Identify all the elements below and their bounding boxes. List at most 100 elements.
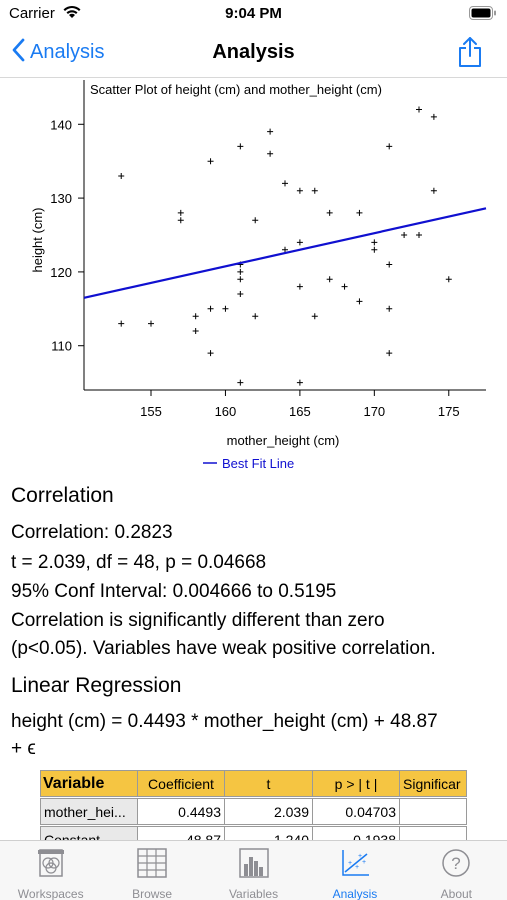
x-tick-label: 175	[438, 404, 460, 419]
tab-bar: Workspaces Browse Variables	[0, 840, 507, 900]
clock: 9:04 PM	[225, 5, 282, 22]
table-cell: mother_hei...	[40, 798, 138, 825]
y-tick-label: 120	[50, 265, 72, 280]
table-cell: Constant	[40, 826, 138, 840]
data-point	[356, 298, 363, 305]
table-row[interactable]: Constant 48.87 1.240 0.1938	[40, 826, 467, 840]
svg-text:+: +	[348, 860, 352, 867]
correlation-ci: 95% Conf Interval: 0.004666 to 0.5195	[11, 581, 337, 602]
workspaces-icon	[36, 848, 66, 883]
data-point	[267, 150, 274, 157]
data-point	[237, 268, 244, 275]
data-point	[326, 209, 333, 216]
back-button[interactable]: Analysis	[12, 38, 104, 67]
share-icon[interactable]	[457, 36, 483, 73]
scatter-icon: + + + +	[340, 848, 370, 883]
tab-label: Browse	[132, 887, 173, 900]
table-cell: 0.4493	[137, 798, 225, 825]
svg-text:?: ?	[452, 854, 461, 873]
table-cell	[399, 798, 467, 825]
correlation-conclusion-line2: (p<0.05). Variables have weak positive c…	[11, 638, 436, 659]
status-bar: Carrier 9:04 PM	[0, 0, 507, 30]
bar-chart-icon	[238, 848, 269, 883]
y-tick-label: 110	[51, 339, 72, 354]
data-point	[237, 143, 244, 150]
data-point	[177, 209, 184, 216]
table-header-row: Variable Coefficient t p > | t | Signifi…	[40, 770, 467, 797]
data-point	[237, 291, 244, 298]
svg-text:+: +	[355, 864, 359, 871]
data-point	[445, 276, 452, 283]
grid-icon	[137, 848, 167, 883]
back-button-label: Analysis	[30, 41, 105, 63]
correlation-test: t = 2.039, df = 48, p = 0.04668	[11, 552, 267, 573]
tab-label: About	[440, 887, 472, 900]
table-cell: 1.240	[224, 826, 313, 840]
data-point	[430, 113, 437, 120]
data-point	[416, 232, 422, 238]
table-header-cell: Variable	[40, 770, 138, 797]
table-cell	[399, 826, 467, 840]
tab-variables[interactable]: Variables	[203, 841, 304, 900]
tab-workspaces[interactable]: Workspaces	[0, 841, 101, 900]
x-tick-label: 170	[363, 404, 385, 419]
data-point	[296, 379, 303, 386]
wifi-icon	[62, 5, 82, 24]
data-point	[296, 239, 303, 246]
data-point	[430, 187, 437, 194]
data-point	[207, 158, 214, 165]
regression-heading: Linear Regression	[11, 674, 182, 697]
data-point	[237, 379, 244, 386]
regression-equation-line2: + ϵ	[11, 738, 36, 759]
data-point	[267, 128, 274, 135]
table-header-cell: p > | t |	[312, 770, 400, 797]
data-point	[401, 232, 408, 238]
page-title: Analysis	[212, 41, 295, 63]
y-tick-label: 130	[50, 191, 72, 206]
tab-analysis[interactable]: + + + + Analysis	[304, 841, 405, 900]
data-point	[386, 261, 393, 268]
table-cell: 48.87	[137, 826, 225, 840]
data-point	[237, 276, 244, 283]
x-tick-label: 165	[289, 404, 311, 419]
chart-title: Scatter Plot of height (cm) and mother_h…	[90, 82, 382, 97]
coefficient-table: Variable Coefficient t p > | t | Signifi…	[40, 770, 470, 840]
tab-about[interactable]: ? About	[406, 841, 507, 900]
chevron-left-icon	[12, 38, 26, 67]
data-point	[416, 106, 422, 113]
data-point	[311, 187, 318, 194]
data-point	[207, 350, 214, 357]
carrier-label: Carrier	[9, 5, 55, 22]
table-header-cell: Significar	[399, 770, 467, 797]
data-point	[252, 217, 259, 224]
data-point	[296, 187, 303, 194]
scatter-chart: 110 120 130 140 155 160 165 170 175 Scatter Plot …	[0, 78, 507, 480]
correlation-heading: Correlation	[11, 484, 114, 507]
legend-label: Best Fit Line	[222, 456, 294, 471]
data-point	[386, 143, 393, 150]
table-cell: 2.039	[224, 798, 313, 825]
data-point	[282, 246, 288, 253]
data-point	[371, 246, 378, 253]
tab-browse[interactable]: Browse	[101, 841, 202, 900]
scatter-plot-svg: 110 120 130 140 155 160 165 170 175 Scatter Plot …	[30, 80, 487, 471]
data-point	[177, 217, 184, 224]
navigation-bar: Analysis Analysis	[0, 30, 507, 78]
data-point	[192, 327, 199, 334]
data-point	[296, 283, 303, 290]
svg-text:+: +	[358, 853, 362, 860]
table-header-cell: Coefficient	[137, 770, 225, 797]
data-point	[326, 276, 333, 283]
table-row[interactable]: mother_hei... 0.4493 2.039 0.04703	[40, 798, 467, 825]
data-point	[118, 320, 125, 327]
data-point	[386, 350, 393, 357]
table-cell: 0.04703	[312, 798, 400, 825]
data-point	[118, 172, 125, 179]
tab-label: Variables	[228, 887, 279, 900]
y-axis-label: height (cm)	[30, 207, 45, 272]
x-axis-label: mother_height (cm)	[227, 433, 340, 448]
data-point	[222, 305, 229, 312]
tab-label: Workspaces	[17, 887, 84, 900]
data-point	[252, 313, 259, 320]
data-point	[311, 313, 318, 320]
